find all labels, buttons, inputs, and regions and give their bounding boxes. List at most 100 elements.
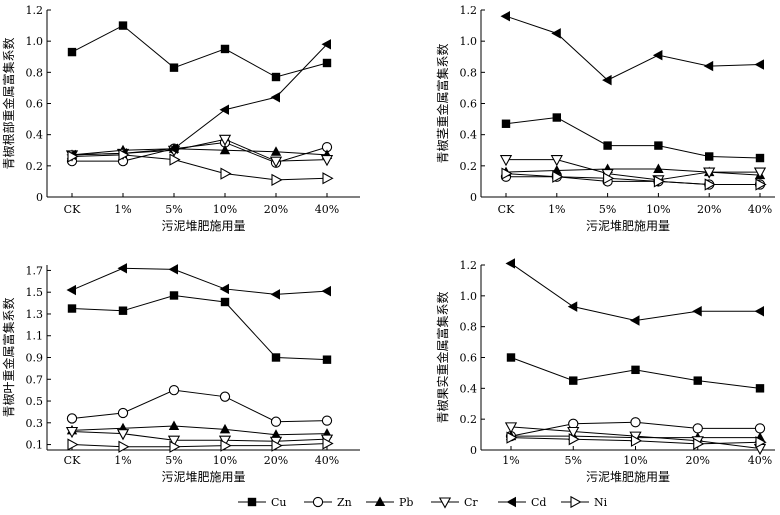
data-point-cd: [754, 306, 764, 317]
data-point-cu: [220, 44, 230, 54]
data-point-zn: [168, 384, 180, 396]
y-tick-label: 0.4: [26, 129, 44, 142]
x-tick-label: 20%: [697, 203, 721, 216]
data-point-zn: [117, 407, 129, 419]
data-point-cu: [169, 63, 179, 72]
series-line-zn: [506, 176, 760, 186]
series-cr: [65, 426, 334, 448]
series-line-cu: [71, 24, 328, 78]
data-point-cu: [322, 355, 332, 364]
x-tick-label: 5%: [165, 203, 182, 216]
data-point-ni: [322, 437, 334, 450]
y-tick-label: 1.3: [26, 308, 44, 321]
data-point-cu: [271, 353, 281, 362]
data-point-cu: [67, 47, 77, 57]
x-tick-label: 5%: [599, 203, 616, 216]
y-tick-label: 0.8: [460, 66, 478, 79]
data-point-cd: [652, 49, 663, 61]
data-point-cu: [220, 297, 230, 307]
series-line-cu: [71, 294, 328, 361]
series-cu: [501, 113, 765, 163]
x-tick-label: 1%: [548, 203, 565, 216]
data-point-cd: [168, 143, 178, 154]
x-tick-label: CK: [64, 203, 81, 216]
data-point-ni: [552, 170, 564, 183]
x-tick-label: 5%: [165, 454, 182, 467]
y-tick-label: 0.2: [460, 160, 478, 173]
data-point-cd: [219, 104, 229, 115]
data-point-cr: [167, 435, 181, 447]
legend-item-cu: Cu: [238, 496, 287, 509]
series-ni: [506, 431, 767, 450]
y-tick-label: 0.3: [26, 417, 44, 430]
data-point-cd: [602, 74, 612, 86]
y-tick-label: 0.2: [460, 413, 478, 426]
data-point-ni: [755, 436, 767, 449]
y-tick-label: 0.8: [26, 66, 44, 79]
y-tick-label: 1.0: [26, 35, 44, 48]
data-point-cr: [753, 167, 767, 179]
series-line-pb: [505, 168, 761, 176]
x-tick-label: 40%: [748, 454, 772, 467]
data-point-cr: [269, 156, 283, 168]
data-point-pb: [219, 423, 231, 434]
y-axis-title: 青椒果实重金属富集系数: [435, 291, 450, 423]
series-cd: [500, 11, 764, 86]
data-point-ni: [271, 173, 283, 186]
data-point-pb: [168, 420, 180, 431]
x-tick-label: CK: [64, 454, 81, 467]
data-point-ni: [693, 437, 705, 450]
data-point-cu: [755, 153, 765, 163]
legend-marker-cu: [247, 497, 257, 507]
data-point-cu: [169, 291, 179, 300]
legend-marker-zn: [312, 496, 324, 508]
x-tick-label: 20%: [264, 203, 288, 216]
data-point-cd: [567, 301, 578, 312]
y-tick-label: 0.6: [460, 352, 478, 365]
legend-item-zn: Zn: [304, 496, 352, 509]
data-point-cr: [504, 422, 518, 434]
data-point-ni: [568, 433, 580, 446]
data-point-cu: [631, 365, 640, 375]
data-point-cd: [754, 59, 764, 70]
series-cu: [67, 291, 332, 364]
series-line-cr: [71, 431, 328, 442]
y-tick-label: 1.5: [26, 286, 44, 299]
data-point-ni: [271, 439, 283, 452]
chart-panel-bottom-right: 0 0.2 0.4 0.6 0.8 1.0 1.2 1% 5% 10% 20% 40% 污泥堆肥施用量 青…: [435, 258, 775, 484]
series-cu: [67, 21, 332, 82]
data-point-ni: [603, 172, 615, 185]
legend-label: Cr: [464, 496, 478, 509]
series-line-zn: [72, 141, 328, 164]
data-point-ni: [630, 434, 643, 447]
x-tick-label: 10%: [623, 454, 647, 467]
x-tick-label: 20%: [686, 454, 710, 467]
series-ni: [67, 437, 334, 453]
data-point-cd: [270, 289, 280, 300]
legend-marker-cr: [438, 497, 452, 509]
y-tick-label: 0.6: [26, 98, 44, 111]
x-axis-title: 污泥堆肥施用量: [586, 470, 670, 484]
data-point-pb: [270, 429, 282, 439]
y-axis-title: 青椒根部重金属富集系数: [1, 37, 16, 169]
legend-item-cd: Cd: [498, 496, 546, 509]
legend-label: Pb: [399, 496, 413, 509]
data-point-cr: [703, 167, 716, 179]
legend-item-ni: Ni: [561, 495, 608, 509]
data-point-ni: [67, 438, 79, 451]
data-point-ni: [169, 153, 181, 166]
data-point-cd: [692, 306, 702, 317]
data-point-ni: [755, 178, 767, 191]
data-point-cd: [270, 92, 280, 103]
data-point-cr: [218, 134, 232, 146]
series-line-pb: [71, 148, 328, 156]
series-line-cd: [505, 15, 761, 81]
data-point-cd: [321, 39, 331, 50]
data-point-zn: [66, 413, 78, 424]
data-point-ni: [220, 167, 232, 180]
x-tick-label: 1%: [502, 454, 519, 467]
data-point-cu: [118, 21, 128, 30]
data-point-pb: [270, 146, 282, 156]
series-pb: [66, 420, 333, 439]
data-point-ni: [322, 172, 334, 185]
